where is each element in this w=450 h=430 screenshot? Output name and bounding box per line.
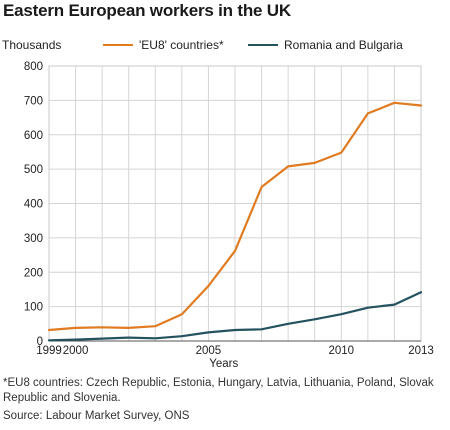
y-tick-label: 0 [37, 336, 43, 348]
x-tick-label: 2000 [63, 345, 89, 357]
legend-swatch-eu8 [103, 44, 133, 46]
y-tick-label: 600 [24, 130, 43, 142]
chart-title: Eastern European workers in the UK [3, 1, 291, 20]
line-chart: 0 100 200 300 400 500 600 700 800 1999 2000 2005 201… [24, 61, 434, 370]
y-tick-label: 500 [24, 164, 43, 176]
y-tick-label: 400 [24, 199, 43, 211]
x-tick-label: 2005 [196, 345, 222, 357]
y-tick-label: 300 [24, 233, 43, 245]
series-line-eu8 [47, 101, 423, 332]
source-note: Source: Labour Market Survey, ONS [3, 410, 190, 422]
x-tick-label: 2013 [408, 345, 434, 357]
legend-label-romania-bulgaria: Romania and Bulgaria [284, 38, 403, 52]
x-axis-label: Years [209, 358, 238, 370]
y-axis-unit-label: Thousands [2, 38, 62, 52]
x-tick-label: 2010 [328, 345, 354, 357]
x-tick-label: 1999 [36, 345, 62, 357]
series-line-romania-bulgaria [47, 291, 423, 342]
y-tick-label: 800 [24, 61, 43, 73]
legend-swatch-romania-bulgaria [248, 44, 278, 46]
footnote: *EU8 countries: Czech Republic, Estonia,… [3, 377, 434, 404]
y-tick-label: 200 [24, 267, 43, 279]
y-tick-label: 700 [24, 95, 43, 107]
legend-item-eu8: 'EU8' countries* [103, 38, 224, 52]
y-tick-label: 100 [24, 302, 43, 314]
legend-label-eu8: 'EU8' countries* [139, 38, 224, 52]
legend-item-romania-bulgaria: Romania and Bulgaria [248, 38, 403, 52]
